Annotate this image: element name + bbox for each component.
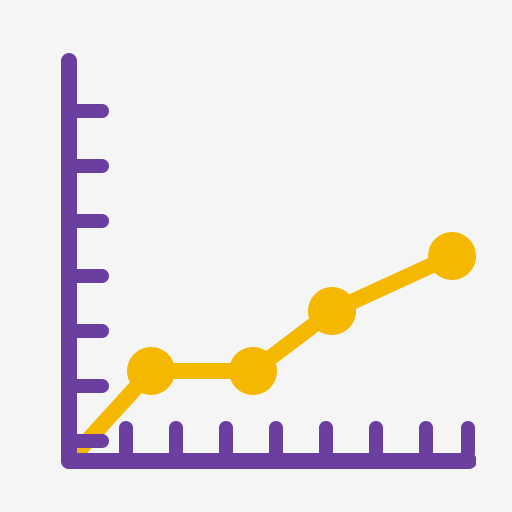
chart-svg xyxy=(36,36,476,476)
line-chart-icon xyxy=(36,36,476,476)
data-marker xyxy=(428,232,476,280)
data-marker xyxy=(308,287,356,335)
data-marker xyxy=(127,347,175,395)
data-marker xyxy=(229,347,277,395)
